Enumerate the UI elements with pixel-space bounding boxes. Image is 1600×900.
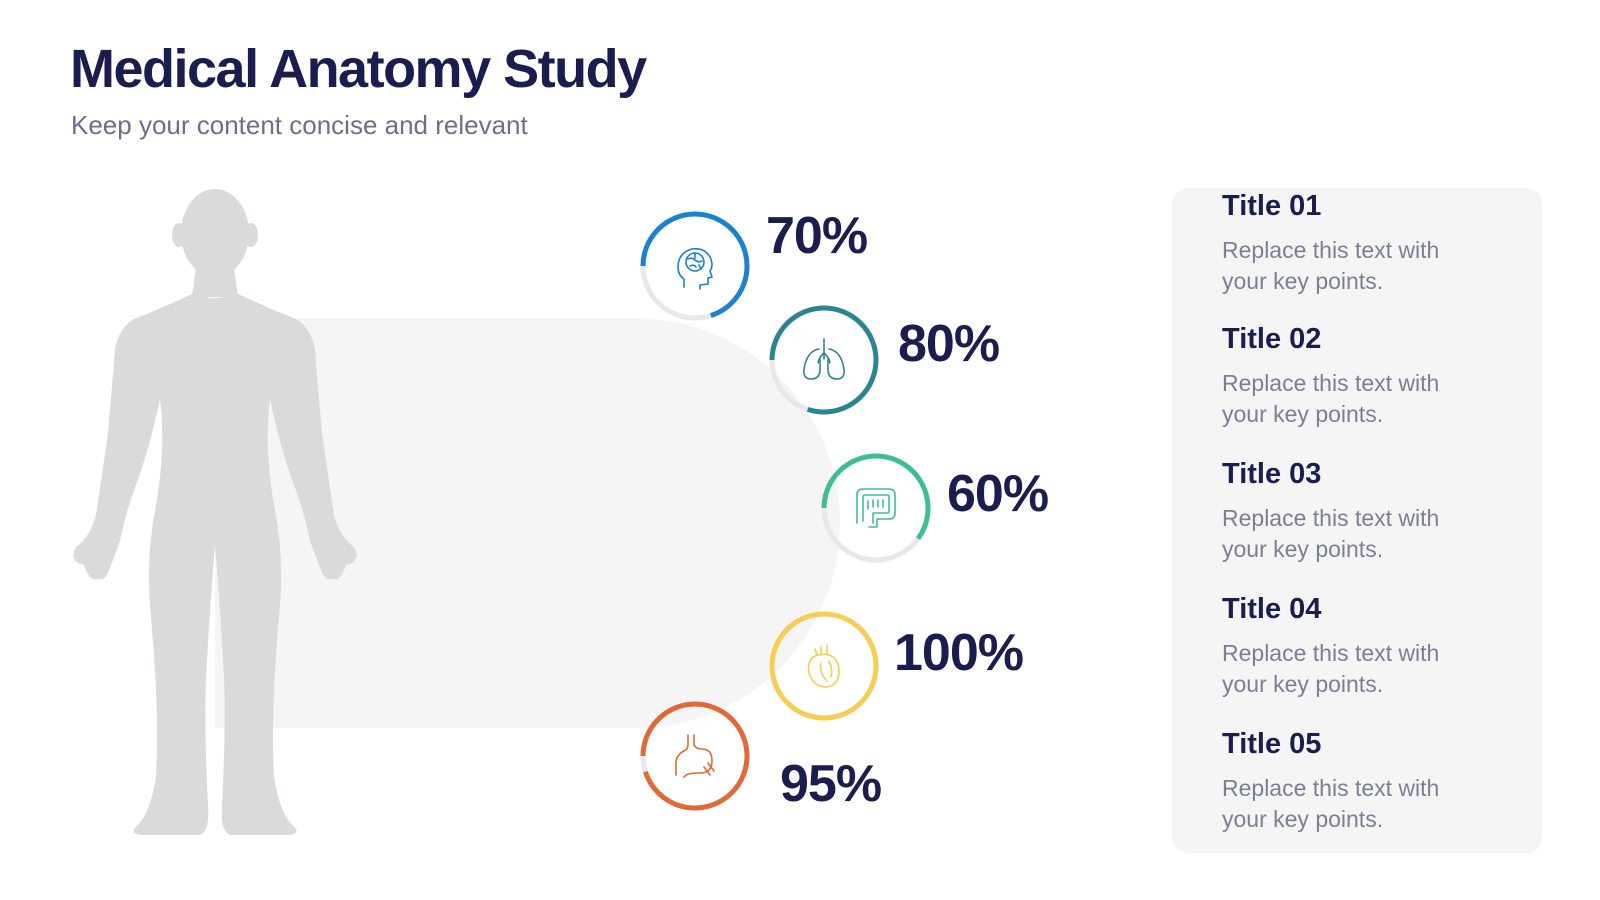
- heart-percent: 100%: [894, 624, 1024, 682]
- page-title: Medical Anatomy Study: [70, 39, 647, 99]
- key-point-text: Replace this text with your key points.: [1222, 237, 1440, 294]
- stomach-percent: 95%: [780, 755, 882, 813]
- brain-percent: 70%: [766, 207, 868, 265]
- heart-icon: [807, 644, 840, 688]
- heart-progress-ring: [768, 610, 880, 722]
- lungs-icon: [803, 338, 845, 380]
- key-point-title: Title 02: [1222, 323, 1322, 355]
- key-point-text: Replace this text with your key points.: [1222, 505, 1440, 562]
- ring-progress: [640, 211, 750, 321]
- intestines-progress-ring: [820, 452, 932, 564]
- lungs-progress-ring: [768, 304, 880, 416]
- intestines-percent: 60%: [947, 465, 1049, 523]
- key-point-item: Title 02 Replace this text with your key…: [1222, 323, 1522, 430]
- ring-progress: [769, 305, 879, 415]
- brain-head-icon: [677, 247, 713, 290]
- key-point-title: Title 04: [1222, 593, 1322, 625]
- key-point-title: Title 01: [1222, 190, 1322, 222]
- ring-progress: [640, 701, 750, 811]
- key-point-item: Title 04 Replace this text with your key…: [1222, 593, 1522, 700]
- stomach-icon: [675, 734, 715, 778]
- key-point-item: Title 01 Replace this text with your key…: [1222, 188, 1522, 297]
- lungs-percent: 80%: [898, 315, 1000, 373]
- key-point-title: Title 03: [1222, 458, 1322, 490]
- key-point-title: Title 05: [1222, 728, 1322, 760]
- stomach-progress-ring: [639, 700, 751, 812]
- key-points-panel: Title 01 Replace this text with your key…: [1172, 188, 1542, 853]
- page-subtitle: Keep your content concise and relevant: [71, 110, 528, 140]
- ring-progress: [769, 611, 879, 721]
- key-point-text: Replace this text with your key points.: [1222, 370, 1440, 427]
- human-body-silhouette: [73, 189, 357, 835]
- ring-progress: [821, 453, 931, 563]
- key-point-item: Title 05 Replace this text with your key…: [1222, 728, 1522, 835]
- key-point-item: Title 03 Replace this text with your key…: [1222, 458, 1522, 565]
- key-point-text: Replace this text with your key points.: [1222, 640, 1440, 697]
- intestines-icon: [856, 488, 896, 528]
- key-point-text: Replace this text with your key points.: [1222, 775, 1440, 832]
- brain-progress-ring: [639, 210, 751, 322]
